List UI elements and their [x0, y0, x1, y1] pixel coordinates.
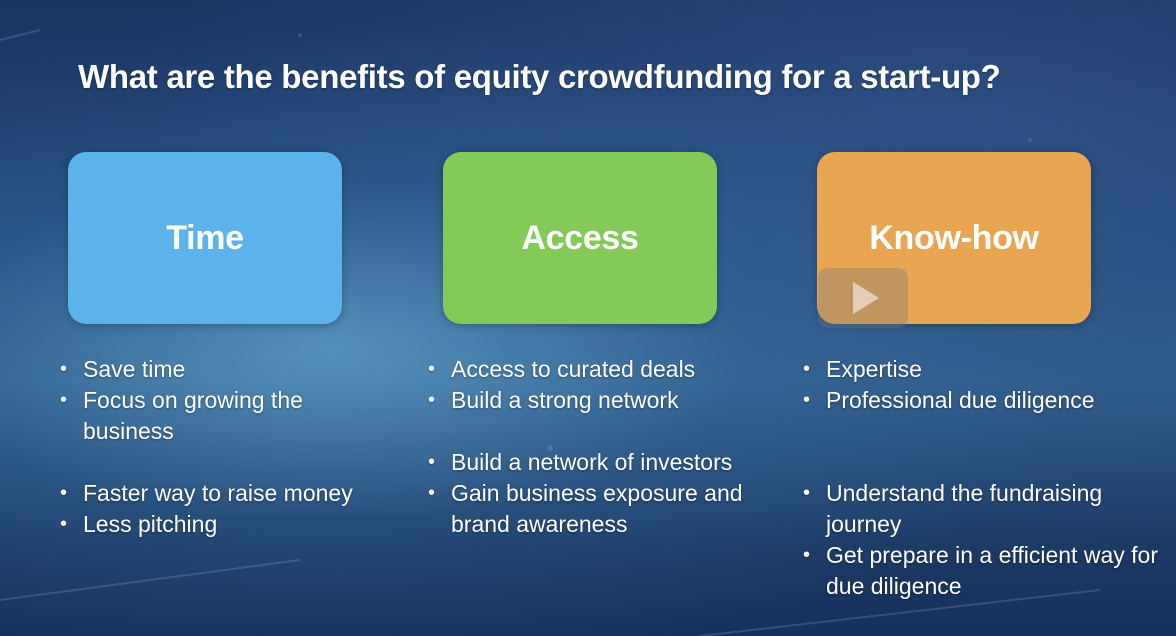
column-time: Save time Focus on growing the business …: [60, 354, 400, 540]
access-bullets-group-1: Access to curated deals Build a strong n…: [428, 354, 768, 416]
access-bullets-group-2: Build a network of investors Gain busine…: [428, 447, 768, 540]
time-bullets-group-2: Faster way to raise money Less pitching: [60, 478, 400, 540]
knowhow-bullets-group-2: Understand the fundraising journey Get p…: [803, 478, 1163, 602]
play-icon: [853, 282, 879, 314]
card-knowhow-label: Know-how: [869, 218, 1039, 257]
list-item: Access to curated deals: [428, 354, 768, 385]
list-item: Gain business exposure and brand awarene…: [428, 478, 768, 540]
page-title: What are the benefits of equity crowdfun…: [78, 58, 1001, 95]
card-time-label: Time: [166, 218, 244, 257]
time-bullets-group-1: Save time Focus on growing the business: [60, 354, 400, 447]
list-item: Get prepare in a efficient way for due d…: [803, 540, 1163, 602]
card-time: Time: [68, 152, 342, 324]
list-item: Focus on growing the business: [60, 385, 400, 447]
list-item: Professional due diligence: [803, 385, 1163, 416]
card-access-label: Access: [521, 218, 639, 257]
list-item: Build a network of investors: [428, 447, 768, 478]
knowhow-bullets-group-1: Expertise Professional due diligence: [803, 354, 1163, 416]
list-item: Save time: [60, 354, 400, 385]
card-access: Access: [443, 152, 717, 324]
list-item: Build a strong network: [428, 385, 768, 416]
play-button[interactable]: [818, 268, 908, 328]
column-access: Access to curated deals Build a strong n…: [428, 354, 768, 540]
list-item: Understand the fundraising journey: [803, 478, 1163, 540]
column-knowhow: Expertise Professional due diligence Und…: [803, 354, 1163, 602]
list-item: Faster way to raise money: [60, 478, 400, 509]
list-item: Less pitching: [60, 509, 400, 540]
list-item: Expertise: [803, 354, 1163, 385]
